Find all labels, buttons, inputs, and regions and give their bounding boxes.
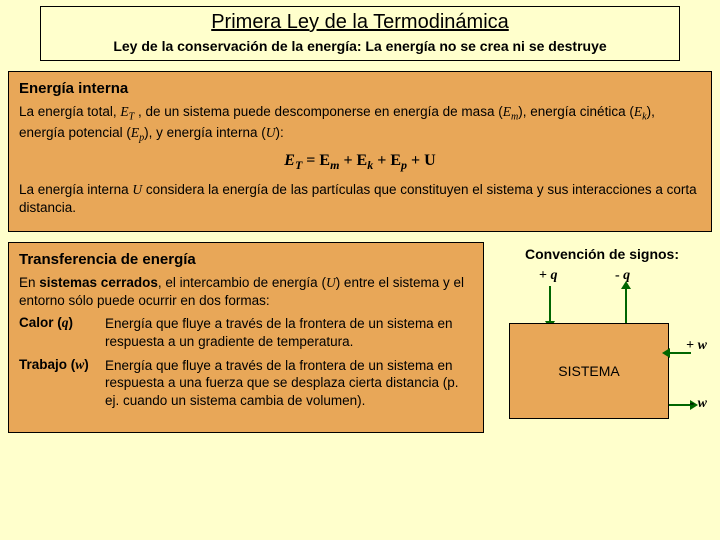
def-trabajo-body: Energía que fluye a través de la fronter… <box>105 357 473 410</box>
title-box: Primera Ley de la Termodinámica Ley de l… <box>40 6 680 61</box>
def-calor-body: Energía que fluye a través de la fronter… <box>105 315 473 350</box>
panel1-heading: Energía interna <box>19 80 701 97</box>
arrow-q-out-icon <box>625 288 627 324</box>
panel-internal-energy: Energía interna La energía total, ET , d… <box>8 71 712 232</box>
sign-convention-column: Convención de signos: + q - q SISTEMA + … <box>492 242 712 433</box>
panel2-heading: Transferencia de energía <box>19 251 473 268</box>
def-calor: Calor (q) Energía que fluye a través de … <box>19 315 473 350</box>
label-plus-w: + w <box>686 338 707 354</box>
label-minus-w: - w <box>689 396 707 412</box>
arrow-w-out-icon <box>669 404 691 406</box>
arrow-q-in-icon <box>549 286 551 322</box>
def-trabajo: Trabajo (w) Energía que fluye a través d… <box>19 357 473 410</box>
title-subtitle: Ley de la conservación de la energía: La… <box>49 38 671 54</box>
title-main: Primera Ley de la Termodinámica <box>49 11 671 34</box>
panel-energy-transfer: Transferencia de energía En sistemas cer… <box>8 242 484 433</box>
sign-convention-diagram: + q - q SISTEMA + w - w <box>497 268 707 433</box>
sistema-box: SISTEMA <box>509 323 669 419</box>
panel2-intro: En sistemas cerrados, el intercambio de … <box>19 274 473 309</box>
label-plus-q: + q <box>539 268 557 284</box>
panel1-para2: La energía interna U considera la energí… <box>19 181 701 217</box>
bottom-row: Transferencia de energía En sistemas cer… <box>8 242 712 433</box>
def-calor-term: Calor (q) <box>19 315 105 350</box>
def-trabajo-term: Trabajo (w) <box>19 357 105 410</box>
conv-title: Convención de signos: <box>525 246 679 262</box>
panel1-para1: La energía total, ET , de un sistema pue… <box>19 103 701 146</box>
equation-total-energy: ET = Em + Ek + Ep + U <box>19 152 701 173</box>
